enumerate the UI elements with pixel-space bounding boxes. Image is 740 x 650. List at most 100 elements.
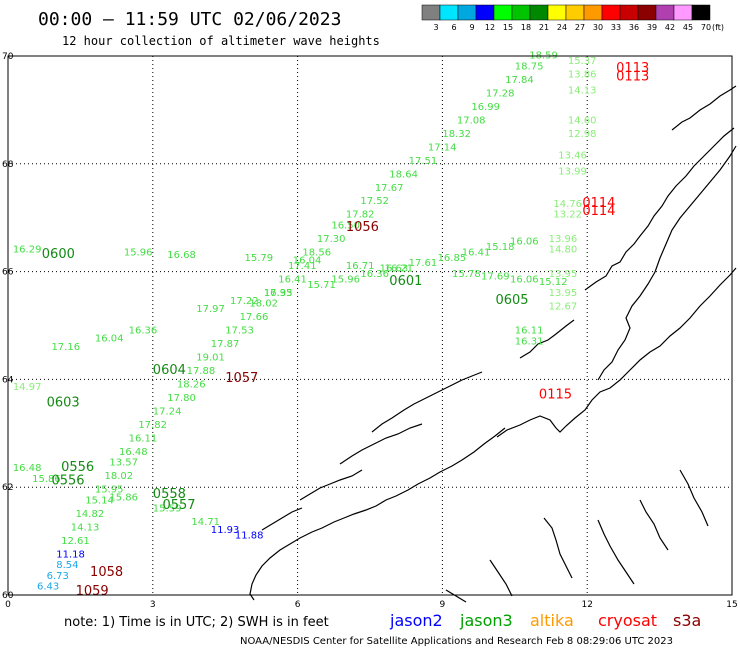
pass-time-label: 1056: [346, 220, 379, 235]
swh-observation-label: 17.66: [240, 312, 269, 323]
pass-time-label: 0556: [51, 474, 84, 489]
swh-observation-label: 13.99: [558, 167, 587, 178]
swh-observation-label: 15.37: [568, 56, 597, 67]
coastline-lake-4: [679, 469, 709, 527]
swh-observation-label: 16.29: [13, 245, 42, 256]
swh-observation-label: 17.80: [167, 393, 196, 404]
swh-observation-label: 18.26: [177, 379, 206, 390]
swh-observation-label: 12.61: [61, 536, 90, 547]
swh-observation-label: 16.04: [95, 334, 124, 345]
swh-observation-label: 16.71: [346, 261, 375, 272]
colorbar-swatch: [421, 4, 441, 21]
swh-observation-label: 17.87: [211, 339, 240, 350]
lon-tick-label: 0: [5, 600, 11, 610]
colorbar-tick-label: 45: [683, 23, 693, 32]
colorbar-swatch: [691, 4, 711, 21]
swh-observation-label: 13.96: [549, 234, 578, 245]
coastline-upper: [671, 85, 737, 131]
figure-subtitle: 12 hour collection of altimeter wave hei…: [62, 34, 380, 48]
swh-observation-label: 16.36: [360, 269, 389, 280]
swh-observation-label: 17.08: [457, 115, 486, 126]
swh-observation-label: 14.80: [549, 245, 578, 256]
swh-observation-label: 18.02: [249, 299, 278, 310]
lon-tick-label: 12: [581, 600, 592, 610]
swh-observation-label: 17.51: [409, 156, 438, 167]
colorbar-swatch: [637, 4, 657, 21]
colorbar-tick-label: 12: [485, 23, 495, 32]
swh-observation-label: 16.31: [515, 336, 544, 347]
pass-time-label: 1058: [90, 565, 123, 580]
colorbar-tick-label: 15: [503, 23, 513, 32]
colorbar-tick-label: 9: [469, 23, 474, 32]
swh-observation-label: 16.06: [510, 237, 539, 248]
swh-observation-label: 17.52: [360, 196, 389, 207]
coastline-lake-5: [489, 559, 513, 597]
pass-time-label: 0605: [495, 293, 528, 308]
swh-observation-label: 13.22: [553, 210, 582, 221]
colorbar-tick-label: 42: [665, 23, 675, 32]
colorbar-swatch: [493, 4, 513, 21]
swh-observation-label: 17.61: [409, 258, 438, 269]
swh-observation-label: 14.13: [71, 522, 100, 533]
pass-time-label: 0113: [616, 61, 649, 76]
coastline-lake-2: [597, 519, 635, 585]
norway-coastline: [249, 85, 737, 603]
colorbar-swatch: [619, 4, 639, 21]
map-frame: [7, 55, 733, 596]
coastline-mainland: [496, 267, 737, 438]
swh-observation-label: 15.79: [245, 253, 274, 264]
swh-observation-label: 18.56: [302, 247, 331, 258]
satellite-legend-entry: cryosat: [598, 611, 657, 630]
coastline-skerries-2: [339, 423, 423, 465]
colorbar-unit-label: (ft): [712, 23, 724, 32]
swh-observation-label: 17.22: [230, 296, 259, 307]
coastline-lake-1: [543, 517, 573, 579]
swh-observation-label: 15.18: [486, 242, 515, 253]
pass-time-label: 1057: [225, 371, 258, 386]
swh-observation-label: 17.30: [317, 234, 346, 245]
swh-observation-label: 17.84: [505, 75, 534, 86]
swh-observation-label: 6.73: [47, 571, 69, 582]
swh-observation-label: 16.41: [462, 247, 491, 258]
colorbar-swatch: [439, 4, 459, 21]
pass-time-label: 0558: [153, 487, 186, 502]
swh-observation-label: 18.02: [105, 471, 134, 482]
satellite-legend-entry: altika: [530, 611, 574, 630]
swh-observation-label: 15.78: [452, 269, 481, 280]
pass-time-label: 0115: [539, 387, 572, 402]
swh-observation-label: 16.11: [129, 433, 158, 444]
swh-observation-label: 15.86: [32, 474, 61, 485]
swh-observation-label: 11.18: [56, 549, 85, 560]
lon-tick-label: 15: [726, 600, 737, 610]
colorbar-tick-label: 70: [701, 23, 711, 32]
satellite-legend: jason2 jason3 altika cryosat s3a: [389, 611, 701, 630]
colorbar-swatch: [511, 4, 531, 21]
swh-observation-label: 15.14: [85, 495, 114, 506]
satellite-legend-entry: s3a: [673, 611, 701, 630]
colorbar-tick-label: 6: [451, 23, 456, 32]
coastline-skerries-1: [371, 371, 483, 433]
swh-observation-label: 14.71: [191, 517, 220, 528]
lon-tick-label: 6: [295, 600, 301, 610]
swh-observation-label: 17.82: [346, 210, 375, 221]
swh-observation-label: 17.14: [428, 142, 457, 153]
swh-observation-label: 17.24: [153, 406, 182, 417]
colorbar-tick-label: 30: [593, 23, 603, 32]
coastline-west: [249, 427, 506, 601]
swh-observation-label: 16.41: [278, 274, 307, 285]
lon-tick-label: 3: [150, 600, 156, 610]
swh-observation-label: 12.98: [568, 129, 597, 140]
swh-observation-label: 17.16: [51, 342, 80, 353]
swh-observation-label: 14.76: [553, 199, 582, 210]
pass-time-label: 0557: [162, 498, 195, 513]
pass-time-label: 1059: [76, 584, 109, 599]
swh-observation-label: 14.60: [568, 115, 597, 126]
colorbar-tick-label: 24: [557, 23, 567, 32]
swh-observation-label: 8.54: [56, 560, 78, 571]
coastline-skerries-3: [299, 469, 363, 501]
swh-observation-label: 17.28: [486, 88, 515, 99]
swh-observation-label: 13.95: [549, 288, 578, 299]
